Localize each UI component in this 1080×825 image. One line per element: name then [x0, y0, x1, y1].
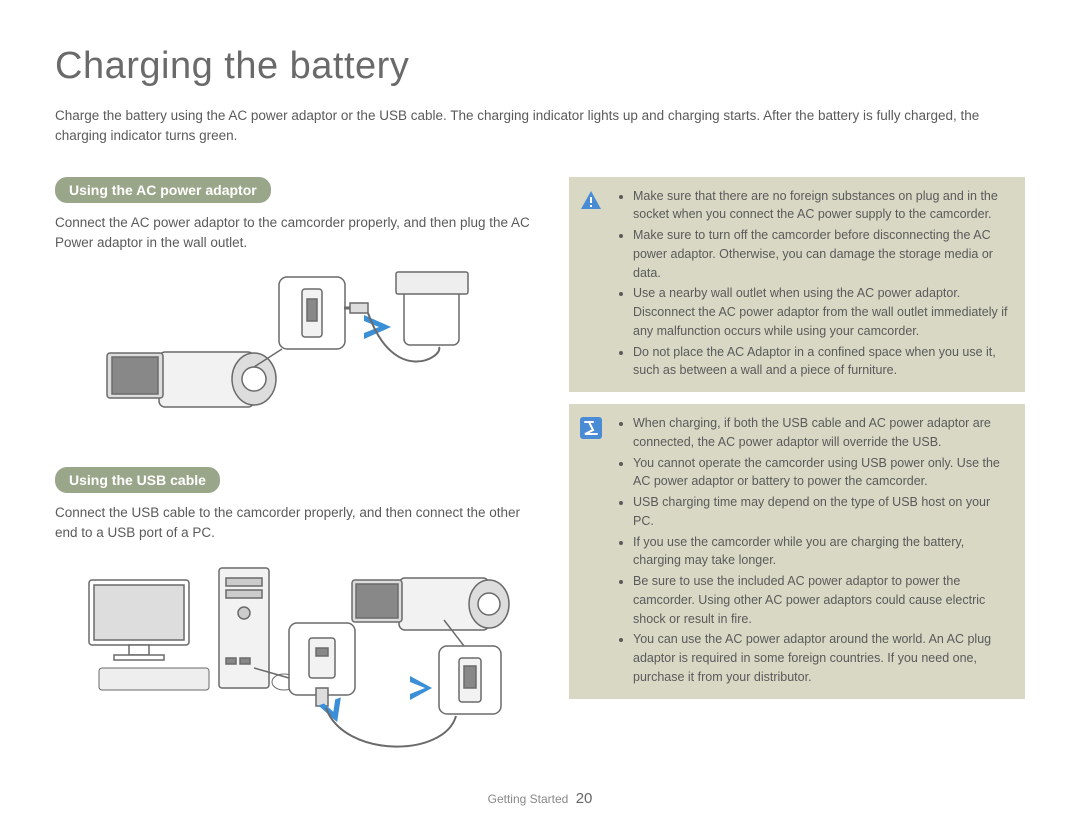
usb-cable-illustration: [84, 558, 514, 758]
section-usb-cable: Using the USB cable Connect the USB cabl…: [55, 467, 543, 758]
note-item: If you use the camcorder while you are c…: [633, 533, 1011, 571]
section-heading: Using the AC power adaptor: [55, 177, 271, 203]
plug-arrow-icon: [410, 676, 432, 700]
note-item: When charging, if both the USB cable and…: [633, 414, 1011, 452]
warning-note-box: Make sure that there are no foreign subs…: [569, 177, 1025, 393]
content-columns: Using the AC power adaptor Connect the A…: [55, 177, 1025, 788]
intro-text: Charge the battery using the AC power ad…: [55, 106, 1025, 147]
section-body: Connect the USB cable to the camcorder p…: [55, 503, 543, 544]
note-item: You can use the AC power adaptor around …: [633, 630, 1011, 686]
note-item: USB charging time may depend on the type…: [633, 493, 1011, 531]
info-list: When charging, if both the USB cable and…: [613, 414, 1011, 689]
section-ac-adaptor: Using the AC power adaptor Connect the A…: [55, 177, 543, 438]
note-item: Do not place the AC Adaptor in a confine…: [633, 343, 1011, 381]
warning-icon: [579, 189, 603, 213]
page-title: Charging the battery: [55, 45, 1025, 88]
note-item: Use a nearby wall outlet when using the …: [633, 284, 1011, 340]
footer-section-label: Getting Started: [488, 792, 569, 806]
footer-page-number: 20: [576, 790, 593, 807]
note-item: Make sure that there are no foreign subs…: [633, 187, 1011, 225]
page-footer: Getting Started 20: [0, 790, 1080, 807]
right-column: Make sure that there are no foreign subs…: [569, 177, 1025, 788]
ac-adaptor-illustration: [104, 267, 494, 437]
section-body: Connect the AC power adaptor to the camc…: [55, 213, 543, 254]
note-item: Make sure to turn off the camcorder befo…: [633, 226, 1011, 282]
note-item: You cannot operate the camcorder using U…: [633, 454, 1011, 492]
left-column: Using the AC power adaptor Connect the A…: [55, 177, 543, 788]
info-note-box: When charging, if both the USB cable and…: [569, 404, 1025, 699]
section-heading: Using the USB cable: [55, 467, 220, 493]
info-note-icon: [579, 416, 603, 440]
note-item: Be sure to use the included AC power ada…: [633, 572, 1011, 628]
warning-list: Make sure that there are no foreign subs…: [613, 187, 1011, 383]
